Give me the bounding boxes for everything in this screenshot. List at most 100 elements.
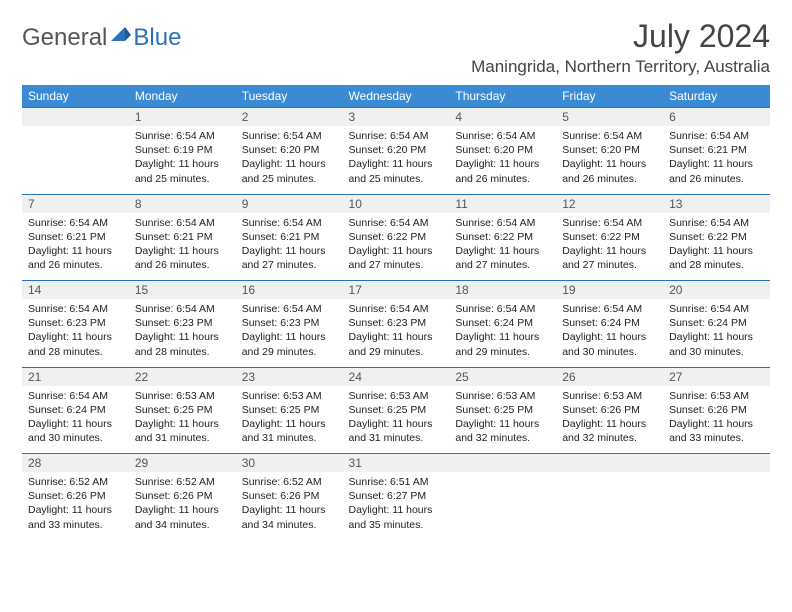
day-cell-line: Sunset: 6:20 PM [455,143,550,157]
day-cell-line: Sunrise: 6:53 AM [135,389,230,403]
day-number: 13 [663,194,770,213]
day-cell: Sunrise: 6:53 AMSunset: 6:25 PMDaylight:… [236,386,343,454]
day-cell: Sunrise: 6:54 AMSunset: 6:20 PMDaylight:… [236,126,343,194]
day-cell: Sunrise: 6:54 AMSunset: 6:22 PMDaylight:… [343,213,450,281]
content-row: Sunrise: 6:54 AMSunset: 6:23 PMDaylight:… [22,299,770,367]
day-cell-line: and 31 minutes. [242,431,337,445]
day-number: 21 [22,367,129,386]
day-cell-line: Daylight: 11 hours [28,417,123,431]
day-cell [449,472,556,540]
day-cell: Sunrise: 6:54 AMSunset: 6:22 PMDaylight:… [556,213,663,281]
day-cell-line: Daylight: 11 hours [242,330,337,344]
day-cell-line: Sunset: 6:21 PM [242,230,337,244]
day-cell-line: Daylight: 11 hours [242,503,337,517]
day-number: 8 [129,194,236,213]
day-cell: Sunrise: 6:54 AMSunset: 6:23 PMDaylight:… [129,299,236,367]
day-cell: Sunrise: 6:53 AMSunset: 6:26 PMDaylight:… [556,386,663,454]
day-header: Thursday [449,85,556,108]
day-cell-line: Sunrise: 6:54 AM [562,302,657,316]
day-cell-line: and 29 minutes. [349,345,444,359]
day-cell: Sunrise: 6:53 AMSunset: 6:26 PMDaylight:… [663,386,770,454]
day-cell-line: and 26 minutes. [669,172,764,186]
day-header-row: Sunday Monday Tuesday Wednesday Thursday… [22,85,770,108]
day-cell-line: Sunset: 6:24 PM [669,316,764,330]
day-cell-line: and 26 minutes. [562,172,657,186]
day-cell-line: and 28 minutes. [28,345,123,359]
day-cell-line: Sunset: 6:23 PM [28,316,123,330]
day-cell-line: Sunrise: 6:54 AM [455,129,550,143]
day-cell-line: Sunset: 6:19 PM [135,143,230,157]
day-cell-line: Sunset: 6:23 PM [135,316,230,330]
day-cell-line: Sunrise: 6:54 AM [135,129,230,143]
day-cell-line: Sunrise: 6:53 AM [455,389,550,403]
day-cell-line: Sunset: 6:25 PM [135,403,230,417]
day-cell: Sunrise: 6:53 AMSunset: 6:25 PMDaylight:… [343,386,450,454]
day-cell-line: Sunrise: 6:54 AM [349,129,444,143]
day-number: 14 [22,281,129,300]
day-cell-line: Sunset: 6:21 PM [28,230,123,244]
day-cell-line: and 27 minutes. [242,258,337,272]
day-cell-line: Daylight: 11 hours [135,157,230,171]
day-cell-line: Sunrise: 6:53 AM [242,389,337,403]
day-cell: Sunrise: 6:54 AMSunset: 6:24 PMDaylight:… [663,299,770,367]
day-cell-line: Sunrise: 6:54 AM [28,302,123,316]
day-number: 19 [556,281,663,300]
day-cell: Sunrise: 6:54 AMSunset: 6:24 PMDaylight:… [22,386,129,454]
day-cell-line: and 30 minutes. [562,345,657,359]
day-cell: Sunrise: 6:54 AMSunset: 6:19 PMDaylight:… [129,126,236,194]
day-cell-line: Daylight: 11 hours [562,244,657,258]
day-cell-line: and 26 minutes. [455,172,550,186]
day-cell-line: Daylight: 11 hours [349,157,444,171]
day-header: Wednesday [343,85,450,108]
day-cell-line: Sunrise: 6:54 AM [28,216,123,230]
day-cell-line: and 31 minutes. [349,431,444,445]
day-cell-line: and 27 minutes. [349,258,444,272]
day-number: 3 [343,108,450,127]
day-cell-line: Sunset: 6:21 PM [669,143,764,157]
day-cell-line: Sunrise: 6:53 AM [669,389,764,403]
day-cell-line: Sunrise: 6:52 AM [135,475,230,489]
day-cell: Sunrise: 6:54 AMSunset: 6:23 PMDaylight:… [236,299,343,367]
day-cell-line: Sunset: 6:26 PM [242,489,337,503]
daynum-row: 28293031 [22,454,770,473]
day-number [449,454,556,473]
day-cell-line: Sunset: 6:24 PM [28,403,123,417]
day-number: 18 [449,281,556,300]
day-cell: Sunrise: 6:54 AMSunset: 6:20 PMDaylight:… [556,126,663,194]
day-cell-line: and 32 minutes. [455,431,550,445]
day-cell-line: and 31 minutes. [135,431,230,445]
day-cell-line: Sunset: 6:25 PM [242,403,337,417]
day-cell: Sunrise: 6:53 AMSunset: 6:25 PMDaylight:… [449,386,556,454]
day-cell-line: and 34 minutes. [242,518,337,532]
day-cell: Sunrise: 6:54 AMSunset: 6:22 PMDaylight:… [663,213,770,281]
day-cell-line: and 28 minutes. [135,345,230,359]
day-number: 31 [343,454,450,473]
day-cell-line: Sunrise: 6:54 AM [669,129,764,143]
day-cell-line: Daylight: 11 hours [455,157,550,171]
day-number: 27 [663,367,770,386]
day-cell-line: and 30 minutes. [669,345,764,359]
day-cell-line: Sunrise: 6:53 AM [562,389,657,403]
day-cell-line: Daylight: 11 hours [349,244,444,258]
day-cell-line: Sunset: 6:23 PM [242,316,337,330]
day-number: 16 [236,281,343,300]
day-number: 10 [343,194,450,213]
day-number: 24 [343,367,450,386]
day-cell-line: and 27 minutes. [455,258,550,272]
day-number: 4 [449,108,556,127]
day-cell [663,472,770,540]
day-number: 29 [129,454,236,473]
day-number: 25 [449,367,556,386]
day-cell-line: and 32 minutes. [562,431,657,445]
day-header: Saturday [663,85,770,108]
day-cell-line: Sunset: 6:21 PM [135,230,230,244]
day-cell: Sunrise: 6:54 AMSunset: 6:21 PMDaylight:… [22,213,129,281]
day-cell [556,472,663,540]
day-number: 30 [236,454,343,473]
day-cell: Sunrise: 6:54 AMSunset: 6:21 PMDaylight:… [663,126,770,194]
day-cell-line: Daylight: 11 hours [669,330,764,344]
day-cell-line: Sunrise: 6:54 AM [242,302,337,316]
logo-shape-icon [111,27,131,43]
day-cell-line: and 33 minutes. [669,431,764,445]
day-cell-line: Sunset: 6:25 PM [455,403,550,417]
